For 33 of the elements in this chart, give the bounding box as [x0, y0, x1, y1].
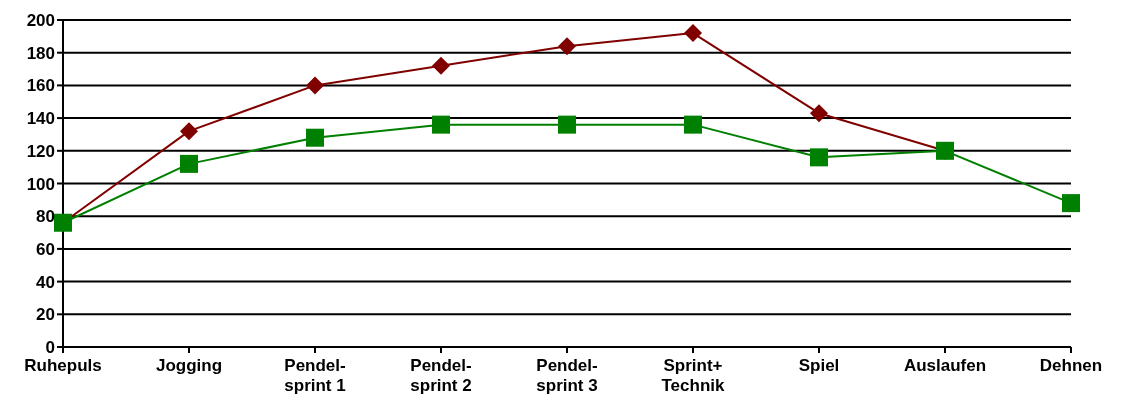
y-tick-label: 20	[36, 305, 55, 325]
x-tick-label: Pendel- sprint 1	[284, 356, 346, 395]
y-tick-label: 160	[26, 76, 55, 96]
x-tick-label: Jogging	[155, 356, 223, 375]
point	[684, 24, 702, 43]
point	[810, 104, 828, 123]
y-tick-label: 60	[36, 239, 55, 259]
point	[684, 115, 702, 134]
x-tick-label: Pendel- sprint 2	[410, 356, 472, 395]
point	[432, 56, 450, 75]
point	[432, 115, 450, 134]
point	[306, 128, 324, 147]
y-tick-label: 140	[26, 109, 55, 129]
point	[810, 148, 828, 167]
x-tick-label: Ruhepuls	[24, 356, 102, 375]
x-tick-label: Spiel	[798, 356, 840, 375]
point	[1062, 194, 1080, 213]
x-tick-label: Dehnen	[1039, 356, 1103, 375]
y-tick-label: 120	[26, 141, 55, 161]
y-tick-label: 180	[26, 43, 55, 63]
y-tick-label: 100	[26, 174, 55, 194]
y-tick-label: 0	[45, 338, 55, 358]
y-tick-label: 200	[26, 11, 55, 31]
x-tick-label: Auslaufen	[903, 356, 987, 375]
point	[558, 115, 576, 134]
x-tick-label: Pendel- sprint 3	[536, 356, 598, 395]
point	[306, 76, 324, 95]
point	[180, 154, 198, 173]
y-tick-label: 80	[36, 207, 55, 227]
x-tick-label: Sprint+ Technik	[661, 356, 726, 395]
point	[180, 122, 198, 141]
point	[558, 37, 576, 56]
y-tick-label: 40	[36, 272, 55, 292]
